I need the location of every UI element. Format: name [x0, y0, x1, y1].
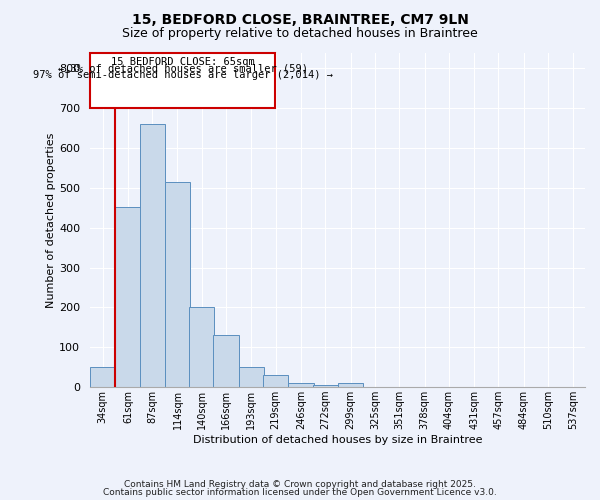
Bar	[140, 124, 165, 387]
Bar	[165, 182, 190, 387]
Bar	[214, 336, 239, 387]
Text: Contains HM Land Registry data © Crown copyright and database right 2025.: Contains HM Land Registry data © Crown c…	[124, 480, 476, 489]
Bar	[189, 308, 214, 387]
Bar	[239, 367, 264, 387]
Bar	[90, 52, 275, 108]
Bar	[289, 383, 314, 387]
Bar	[115, 207, 140, 387]
Bar	[90, 367, 115, 387]
Text: 15, BEDFORD CLOSE, BRAINTREE, CM7 9LN: 15, BEDFORD CLOSE, BRAINTREE, CM7 9LN	[131, 12, 469, 26]
Text: ← 3% of detached houses are smaller (59): ← 3% of detached houses are smaller (59)	[58, 64, 308, 74]
Text: Contains public sector information licensed under the Open Government Licence v3: Contains public sector information licen…	[103, 488, 497, 497]
Y-axis label: Number of detached properties: Number of detached properties	[46, 132, 56, 308]
Bar	[313, 385, 338, 387]
Text: 15 BEDFORD CLOSE: 65sqm: 15 BEDFORD CLOSE: 65sqm	[111, 58, 254, 68]
Bar	[263, 375, 289, 387]
Bar	[338, 383, 363, 387]
X-axis label: Distribution of detached houses by size in Braintree: Distribution of detached houses by size …	[193, 435, 482, 445]
Text: Size of property relative to detached houses in Braintree: Size of property relative to detached ho…	[122, 28, 478, 40]
Text: 97% of semi-detached houses are larger (2,014) →: 97% of semi-detached houses are larger (…	[32, 70, 332, 80]
